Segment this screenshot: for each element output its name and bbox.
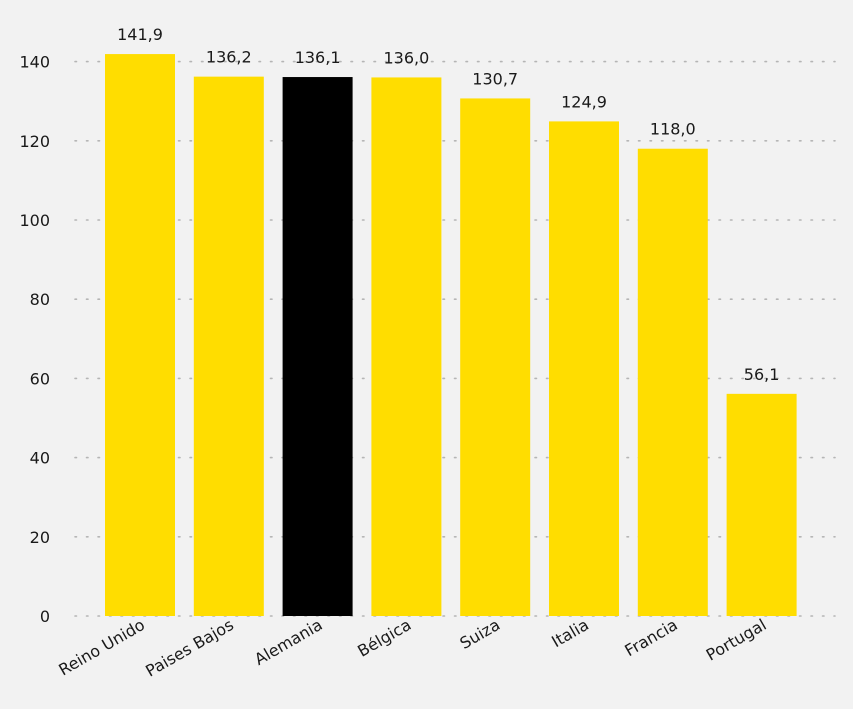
x-tick-label: Portugal [703,615,770,665]
value-label: 136,2 [206,48,252,67]
grid-lines [74,60,836,617]
y-tick-label: 0 [40,607,50,626]
value-label: 136,1 [295,48,341,67]
bar [460,98,531,617]
x-tick-label: Bélgica [354,615,414,661]
y-axis-ticks: 0 20 40 60 80 100 120 140 [19,53,50,626]
bar [726,393,797,616]
bar [193,76,264,616]
x-tick-label: Suiza [457,615,504,653]
x-tick-label: Italia [548,615,592,651]
bar [282,77,353,616]
value-label: 141,9 [117,25,163,44]
y-tick-label: 20 [30,528,50,547]
x-tick-label: Paises Bajos [142,615,236,681]
y-tick-label: 120 [19,132,50,151]
y-tick-label: 100 [19,211,50,230]
x-tick-label: Reino Unido [55,615,148,679]
bar [371,77,442,616]
value-label: 136,0 [383,48,429,67]
value-labels: 141,9 136,2 136,1 136,0 130,7 124,9 118,0 56,1 [117,25,779,384]
y-tick-label: 80 [30,290,50,309]
value-label: 124,9 [561,92,607,111]
y-tick-label: 40 [30,449,50,468]
bar [105,54,175,617]
bars [105,54,797,617]
x-tick-label: Alemania [251,615,325,669]
value-label: 130,7 [472,69,518,88]
value-label: 56,1 [744,365,780,384]
bar [549,121,619,616]
value-label: 118,0 [650,120,696,139]
x-tick-label: Francia [621,615,680,660]
y-tick-label: 140 [19,53,50,72]
y-tick-label: 60 [30,369,50,388]
bar [637,148,708,616]
